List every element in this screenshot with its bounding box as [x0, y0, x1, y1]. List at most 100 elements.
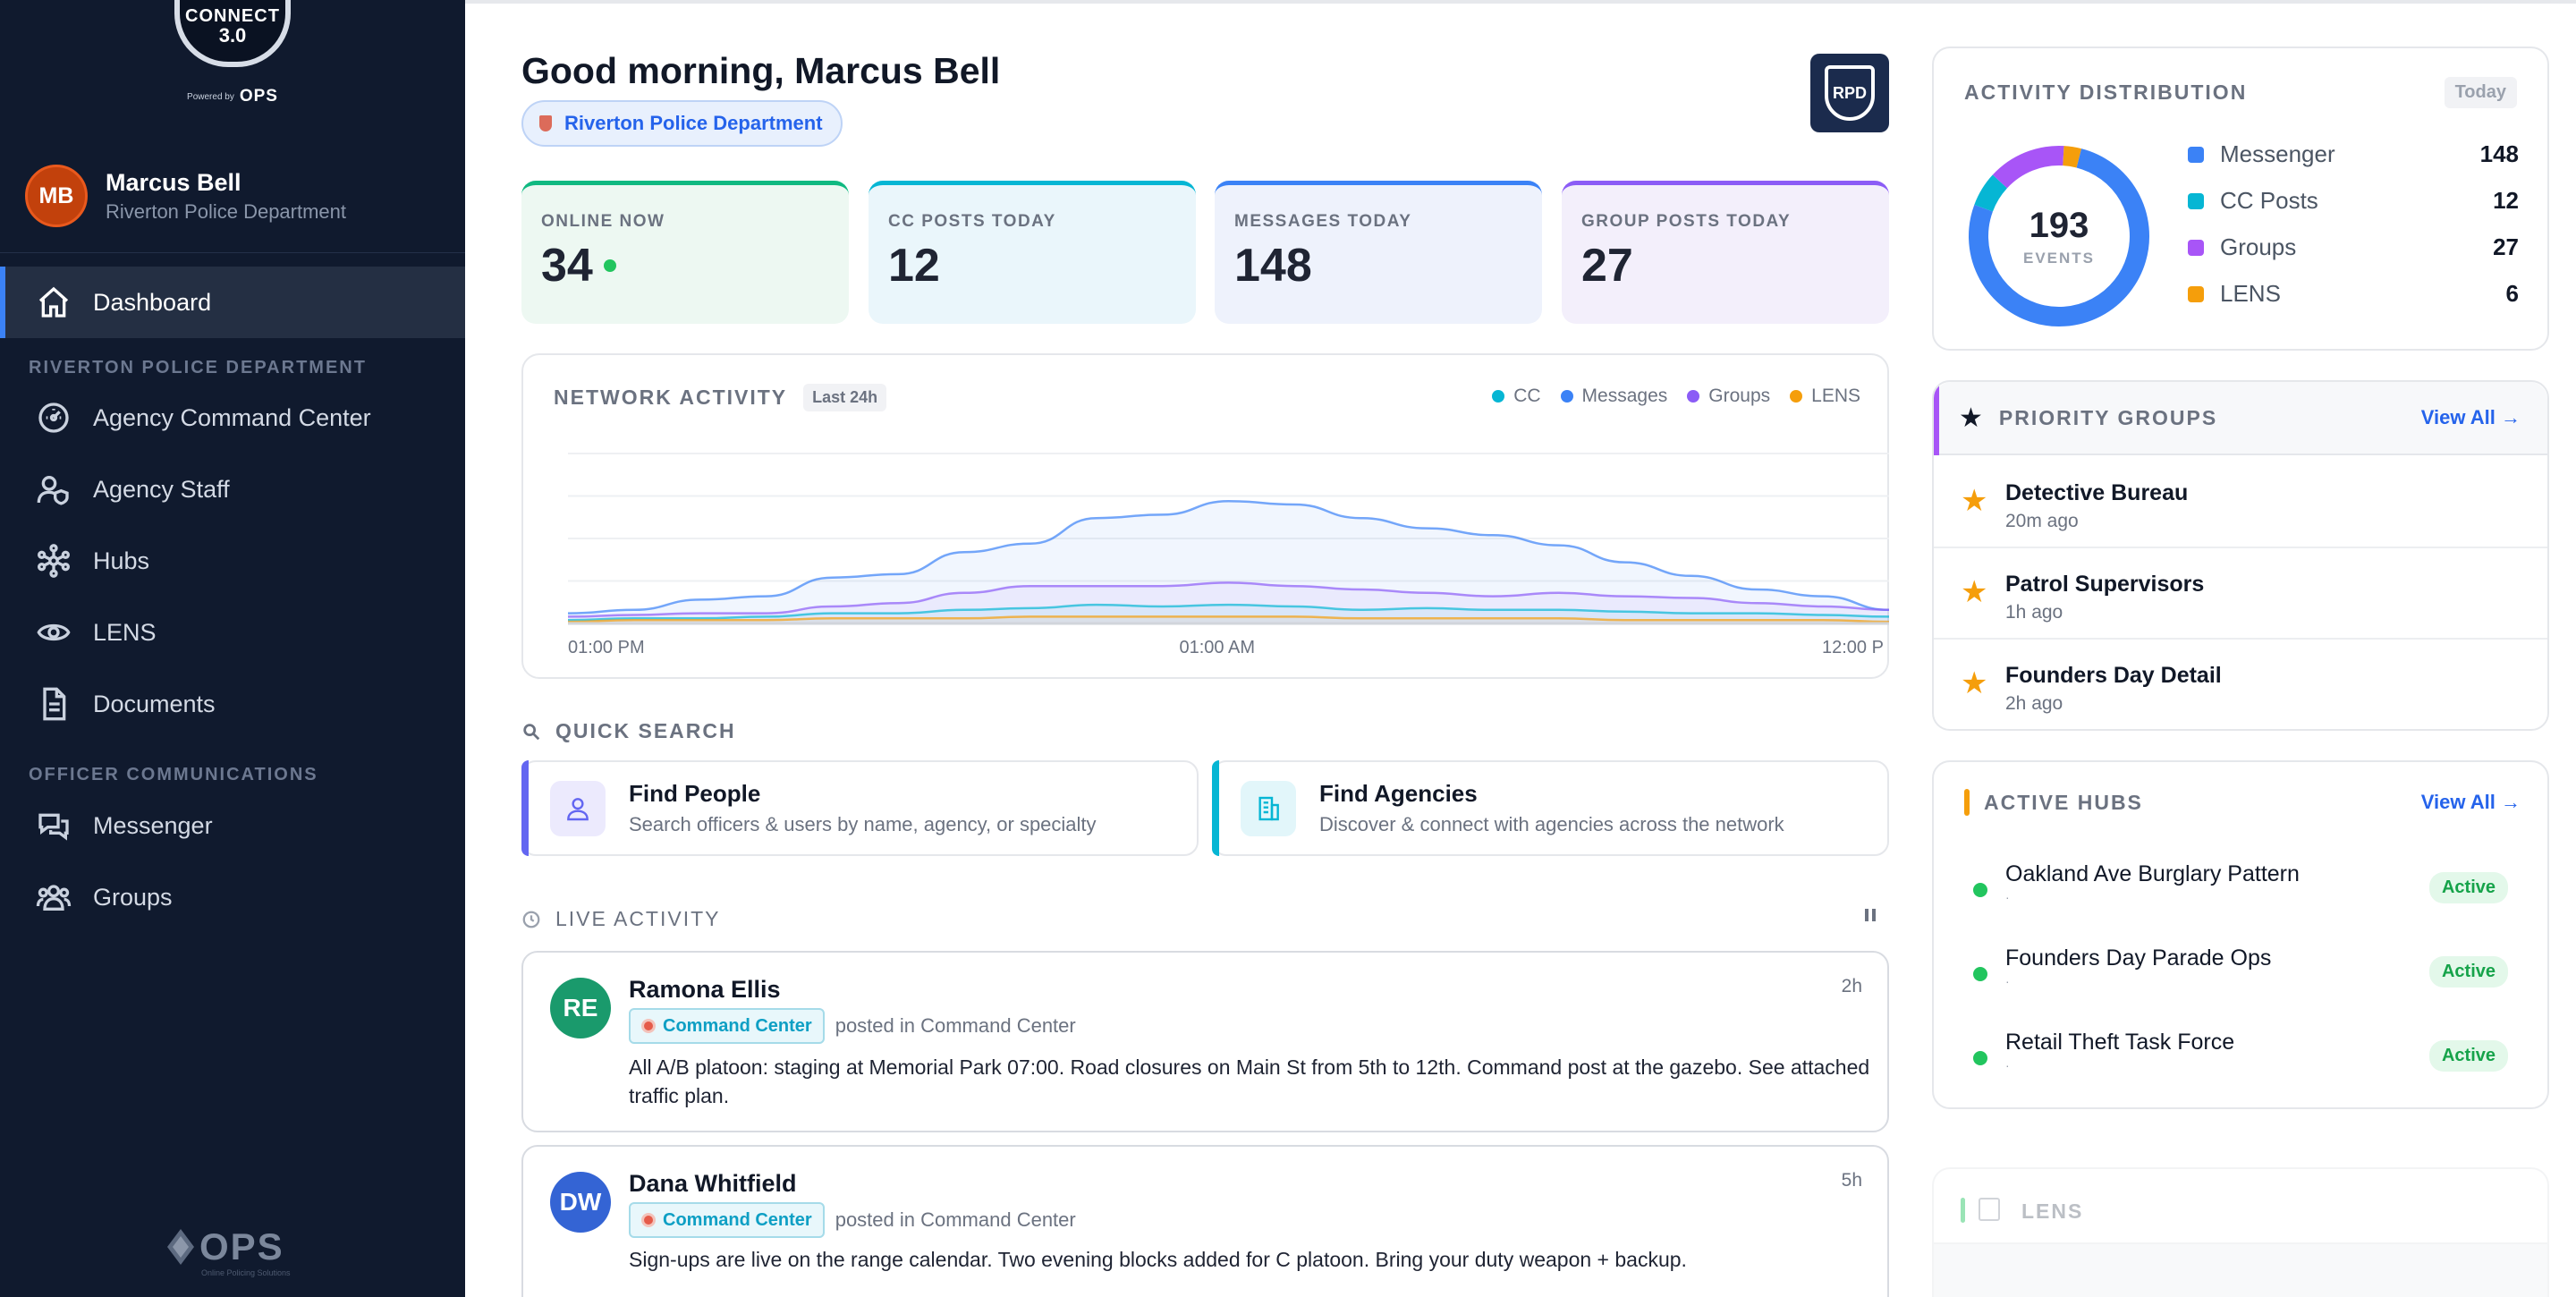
distribution-value: 27	[2493, 233, 2519, 260]
network-chart[interactable]: 01:00 PM 01:00 AM 12:00 P	[523, 445, 1889, 677]
group-name: Detective Bureau	[2005, 480, 2189, 505]
today-chip[interactable]: Today	[2444, 77, 2517, 108]
agency-pill[interactable]: Riverton Police Department	[521, 100, 843, 147]
status-badge: Active	[2428, 956, 2508, 988]
find-people-sub: Search officers & users by name, agency,…	[629, 813, 1097, 835]
pause-icon[interactable]	[1865, 909, 1876, 921]
donut-slice-cc-posts	[1974, 174, 2008, 212]
sidebar-item-label: Groups	[93, 883, 173, 911]
activity-time: 5h	[1841, 1170, 1862, 1191]
person-icon	[550, 780, 606, 836]
sidebar-item-lens[interactable]: LENS	[0, 597, 465, 668]
sidebar-item-agency-command-center[interactable]: Agency Command Center	[0, 382, 465, 454]
stat-value: 27	[1581, 240, 1633, 292]
legend-label: Groups	[1708, 386, 1771, 406]
top-border	[465, 0, 2576, 4]
donut-center: 193 EVENTS	[1970, 147, 2148, 326]
connect-logo[interactable]: CONNECT 3.0	[174, 0, 291, 67]
stat-card-group-posts[interactable]: GROUP POSTS TODAY 27	[1562, 181, 1889, 324]
posted-in: posted in Command Center	[835, 1014, 1076, 1037]
users-icon	[36, 885, 72, 911]
legend-swatch	[2188, 146, 2204, 163]
x-tick-label: 12:00 P	[1822, 638, 1884, 657]
ops-tagline: Online Policing Solutions	[201, 1268, 291, 1277]
building-icon	[1241, 780, 1296, 836]
find-agencies-sub: Discover & connect with agencies across …	[1319, 813, 1784, 835]
activity-item[interactable]: DW Dana Whitfield 5h Command Center post…	[521, 1145, 1889, 1297]
sidebar-item-agency-staff[interactable]: Agency Staff	[0, 454, 465, 525]
nav-section-agency: RIVERTON POLICE DEPARTMENT	[29, 358, 367, 377]
stat-label: ONLINE NOW	[541, 212, 665, 231]
hub-sub: ·	[2005, 974, 2010, 988]
command-center-tag[interactable]: Command Center	[629, 1202, 825, 1238]
legend-swatch	[1560, 390, 1573, 403]
priority-groups-panel: ★ PRIORITY GROUPS View All → ★ Detective…	[1932, 380, 2549, 731]
stat-label: MESSAGES TODAY	[1234, 212, 1412, 231]
donut-total: 193	[2029, 205, 2089, 245]
activity-distribution-panel: ACTIVITY DISTRIBUTION Today 193 EVENTS M…	[1932, 47, 2549, 351]
sidebar-item-groups[interactable]: Groups	[0, 861, 465, 933]
legend-label: Messages	[1581, 386, 1668, 406]
priority-group-item[interactable]: ★ Patrol Supervisors 1h ago	[1934, 548, 2547, 640]
ops-diamond-icon	[167, 1229, 194, 1265]
activity-item[interactable]: RE Ramona Ellis 2h Command Center posted…	[521, 951, 1889, 1132]
legend-swatch	[1790, 390, 1803, 403]
sidebar-item-label: Hubs	[93, 547, 150, 574]
stat-value: 34	[541, 240, 593, 292]
group-name: Patrol Supervisors	[2005, 572, 2205, 597]
hub-name: Founders Day Parade Ops	[2005, 945, 2272, 971]
sidebar-item-documents[interactable]: Documents	[0, 668, 465, 740]
hub-item[interactable]: Founders Day Parade Ops · Active	[1934, 929, 2547, 1013]
status-dot-icon	[1973, 1051, 1987, 1065]
legend-groups: Groups	[1687, 386, 1770, 407]
group-name: Founders Day Detail	[2005, 663, 2222, 688]
activity-author[interactable]: Dana Whitfield	[629, 1170, 797, 1197]
sidebar-item-label: LENS	[93, 618, 157, 646]
active-hubs-panel: ACTIVE HUBS View All → Oakland Ave Burgl…	[1932, 760, 2549, 1109]
ops-footer-logo: OPS Online Policing Solutions	[165, 1225, 291, 1277]
chat-bubbles-icon	[38, 813, 69, 841]
view-all-groups-link[interactable]: View All →	[2420, 406, 2521, 428]
chart-legend: CC Messages Groups LENS	[1492, 386, 1860, 407]
sidebar-item-messenger[interactable]: Messenger	[0, 790, 465, 861]
distribution-label: LENS	[2220, 280, 2281, 307]
sidebar-item-dashboard[interactable]: Dashboard	[0, 267, 465, 338]
star-icon: ★	[1961, 666, 1988, 700]
lens-icon	[1979, 1198, 2000, 1221]
tag-label: Command Center	[663, 1209, 812, 1230]
sidebar-item-label: Agency Command Center	[93, 403, 371, 431]
activity-author[interactable]: Ramona Ellis	[629, 976, 781, 1003]
priority-groups-header: ★ PRIORITY GROUPS View All →	[1934, 382, 2547, 455]
view-all-hubs-link[interactable]: View All →	[2420, 791, 2521, 813]
hub-item[interactable]: Oakland Ave Burglary Pattern · Active	[1934, 845, 2547, 929]
legend-messages: Messages	[1560, 386, 1668, 407]
distribution-row-groups: Groups 27	[2188, 233, 2519, 261]
status-badge: Active	[2428, 872, 2508, 903]
stat-card-messages[interactable]: MESSAGES TODAY 148	[1215, 181, 1542, 324]
avatar: DW	[550, 1172, 611, 1233]
sidebar-item-hubs[interactable]: Hubs	[0, 525, 465, 597]
distribution-donut[interactable]	[1961, 138, 2157, 335]
priority-group-item[interactable]: ★ Detective Bureau 20m ago	[1934, 457, 2547, 548]
priority-group-item[interactable]: ★ Founders Day Detail 2h ago	[1934, 640, 2547, 729]
live-activity-header: LIVE ACTIVITY	[521, 907, 721, 931]
network-activity-panel: NETWORK ACTIVITY Last 24h CC Messages Gr…	[521, 353, 1889, 679]
find-people-card[interactable]: Find People Search officers & users by n…	[521, 760, 1199, 856]
sidebar-divider	[0, 252, 465, 253]
range-chip[interactable]: Last 24h	[803, 384, 887, 411]
star-icon: ★	[1961, 575, 1988, 609]
legend-swatch	[2188, 239, 2204, 256]
stat-card-online-now[interactable]: ONLINE NOW 34	[521, 181, 849, 324]
user-shield-icon	[37, 476, 69, 505]
stat-label: GROUP POSTS TODAY	[1581, 212, 1792, 231]
user-profile[interactable]: MB Marcus Bell Riverton Police Departmen…	[25, 165, 346, 227]
user-agency: Riverton Police Department	[106, 199, 347, 223]
distribution-value: 148	[2479, 140, 2519, 167]
clock-icon	[522, 911, 540, 928]
stat-card-cc-posts[interactable]: CC POSTS TODAY 12	[869, 181, 1196, 324]
card-accent	[521, 760, 529, 856]
command-center-tag[interactable]: Command Center	[629, 1008, 825, 1044]
sidebar-item-label: Dashboard	[93, 288, 212, 316]
hub-item[interactable]: Retail Theft Task Force · Active	[1934, 1013, 2547, 1098]
find-agencies-card[interactable]: Find Agencies Discover & connect with ag…	[1212, 760, 1889, 856]
